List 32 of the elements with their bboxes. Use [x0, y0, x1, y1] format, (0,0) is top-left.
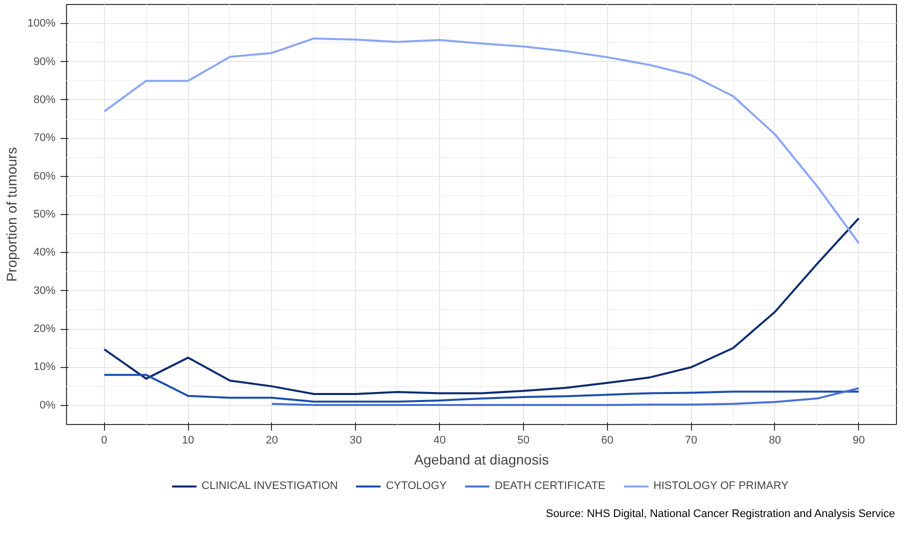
line-series	[103, 37, 860, 244]
x-tick-label: 30	[350, 434, 362, 446]
y-tick-label: 60%	[33, 170, 56, 182]
x-tick-label: 90	[852, 434, 865, 446]
legend-label: CYTOLOGY	[386, 480, 447, 492]
y-tick-label: 40%	[33, 246, 56, 259]
x-tick-label: 60	[601, 434, 614, 446]
line-series	[103, 217, 860, 395]
y-tick-label: 80%	[33, 94, 56, 106]
x-tick-label: 80	[768, 434, 782, 446]
x-tick-label: 50	[517, 434, 530, 446]
y-tick-label: 70%	[33, 132, 56, 144]
legend-label: CLINICAL INVESTIGATION	[202, 480, 338, 492]
x-tick-label: 70	[684, 434, 698, 446]
y-axis-title: Proportion of tumours	[3, 147, 20, 282]
y-tick-label: 50%	[33, 208, 56, 220]
y-tick-label: 90%	[33, 56, 56, 68]
y-tick-label: 10%	[33, 361, 56, 374]
y-tick-label: 30%	[33, 284, 56, 297]
x-axis-title: Ageband at diagnosis	[414, 452, 549, 468]
y-tick-label: 0%	[40, 399, 56, 412]
y-tick-label: 20%	[33, 323, 56, 336]
y-tick-label: 100%	[27, 18, 56, 30]
x-tick-label: 20	[266, 434, 278, 446]
x-tick-label: 40	[433, 434, 446, 446]
source-note: Source: NHS Digital, National Cancer Registration and Analysis Service	[546, 507, 895, 522]
x-tick-label: 0	[101, 434, 108, 446]
legend-label: DEATH CERTIFICATE	[494, 480, 606, 492]
line-series	[103, 374, 860, 403]
x-tick-label: 10	[182, 434, 194, 446]
legend-label: HISTOLOGY OF PRIMARY	[653, 480, 788, 492]
line-series	[270, 387, 860, 406]
